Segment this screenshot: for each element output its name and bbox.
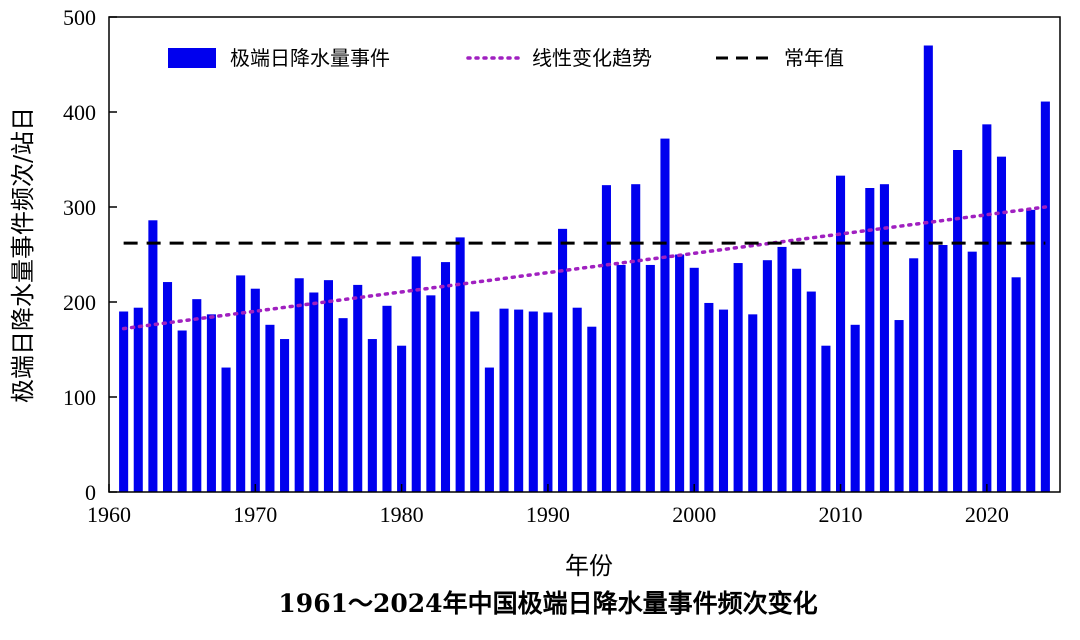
y-tick-label-100: 100 <box>63 385 96 410</box>
bar-2010 <box>836 175 846 492</box>
bar-1987 <box>499 308 509 492</box>
legend: 极端日降水量事件 线性变化趋势 常年值 <box>168 46 844 70</box>
bar-1966 <box>192 299 202 492</box>
legend-label-trend: 线性变化趋势 <box>532 46 652 70</box>
bar-2024 <box>1040 101 1050 493</box>
bar-1964 <box>162 282 173 492</box>
bar-2012 <box>865 188 875 492</box>
x-tick-label-1970: 1970 <box>233 502 277 527</box>
bar-1997 <box>645 264 655 492</box>
bar-2003 <box>733 263 743 492</box>
bar-1995 <box>616 264 626 492</box>
bar-2001 <box>704 302 714 492</box>
bar-2007 <box>792 268 802 492</box>
bar-1990 <box>543 312 553 492</box>
y-tick-label-0: 0 <box>85 480 96 505</box>
bar-2011 <box>850 324 860 492</box>
bars-group <box>119 45 1050 493</box>
bar-1962 <box>133 307 143 492</box>
bar-1996 <box>631 184 641 492</box>
bar-1974 <box>309 292 319 492</box>
legend-swatch-bar <box>168 48 216 68</box>
bar-1983 <box>440 262 451 492</box>
x-tick-label-1990: 1990 <box>526 502 570 527</box>
bar-2006 <box>777 246 787 492</box>
x-axis-title: 年份 <box>565 552 613 580</box>
bar-1969 <box>236 275 246 492</box>
bar-2008 <box>806 291 816 492</box>
bar-2016 <box>923 45 933 492</box>
bar-1961 <box>119 311 129 492</box>
bar-1991 <box>558 228 568 492</box>
plot-frame <box>108 16 1061 493</box>
bar-2005 <box>762 260 772 492</box>
bar-1999 <box>675 254 685 492</box>
y-tick-label-200: 200 <box>63 290 96 315</box>
bar-2013 <box>879 184 889 492</box>
bar-2021 <box>996 156 1007 492</box>
bar-1981 <box>411 256 421 492</box>
y-tick-label-400: 400 <box>63 100 96 125</box>
bar-2000 <box>689 267 699 492</box>
bar-1963 <box>148 220 158 493</box>
bar-2015 <box>909 258 919 492</box>
bar-1993 <box>587 326 597 492</box>
bar-2014 <box>894 320 904 492</box>
y-tick-label-500: 500 <box>63 5 96 30</box>
bar-1988 <box>514 309 524 492</box>
bar-1980 <box>397 345 407 492</box>
bar-1971 <box>265 324 275 492</box>
bar-1985 <box>470 311 480 492</box>
bar-1965 <box>177 330 187 492</box>
y-axis-ticks: 0 100 200 300 400 500 <box>63 5 117 505</box>
bar-2017 <box>938 245 948 492</box>
x-tick-label-2010: 2010 <box>819 502 863 527</box>
bar-2018 <box>953 150 963 492</box>
x-axis-ticks: 1960 1970 1980 1990 2000 2010 2020 <box>87 484 1009 527</box>
legend-label-bar: 极端日降水量事件 <box>230 46 390 70</box>
x-tick-label-2020: 2020 <box>965 502 1009 527</box>
bar-1989 <box>528 311 538 492</box>
bar-1978 <box>367 339 377 492</box>
bar-1992 <box>572 307 582 492</box>
trend-line <box>121 205 1048 331</box>
lines-group <box>121 205 1048 331</box>
bar-2022 <box>1011 277 1021 492</box>
y-axis-title: 极端日降水量事件频次/站日 <box>9 107 37 403</box>
bar-2004 <box>748 314 758 492</box>
bar-2019 <box>967 251 977 492</box>
chart-title: 1961～2024年中国极端日降水量事件频次变化 <box>278 589 817 618</box>
bar-1975 <box>323 280 333 492</box>
bar-1982 <box>426 295 436 492</box>
bar-1970 <box>250 288 260 492</box>
bar-1967 <box>206 314 216 492</box>
bar-1984 <box>455 237 465 492</box>
bar-1976 <box>338 318 348 492</box>
x-tick-label-2000: 2000 <box>672 502 716 527</box>
bar-1972 <box>280 339 290 492</box>
legend-label-normal: 常年值 <box>784 46 844 70</box>
bar-1998 <box>660 138 670 492</box>
bar-1977 <box>353 284 363 492</box>
bar-2002 <box>718 309 729 492</box>
bar-1968 <box>221 367 231 492</box>
bar-1979 <box>382 305 392 492</box>
x-tick-label-1980: 1980 <box>380 502 424 527</box>
x-tick-label-1960: 1960 <box>87 502 131 527</box>
bar-1994 <box>601 185 611 492</box>
bar-2009 <box>821 345 831 492</box>
y-tick-label-300: 300 <box>63 195 96 220</box>
bar-1986 <box>484 367 494 492</box>
bar-1973 <box>294 278 304 492</box>
bar-2023 <box>1026 209 1036 492</box>
bar-2020 <box>982 124 992 492</box>
